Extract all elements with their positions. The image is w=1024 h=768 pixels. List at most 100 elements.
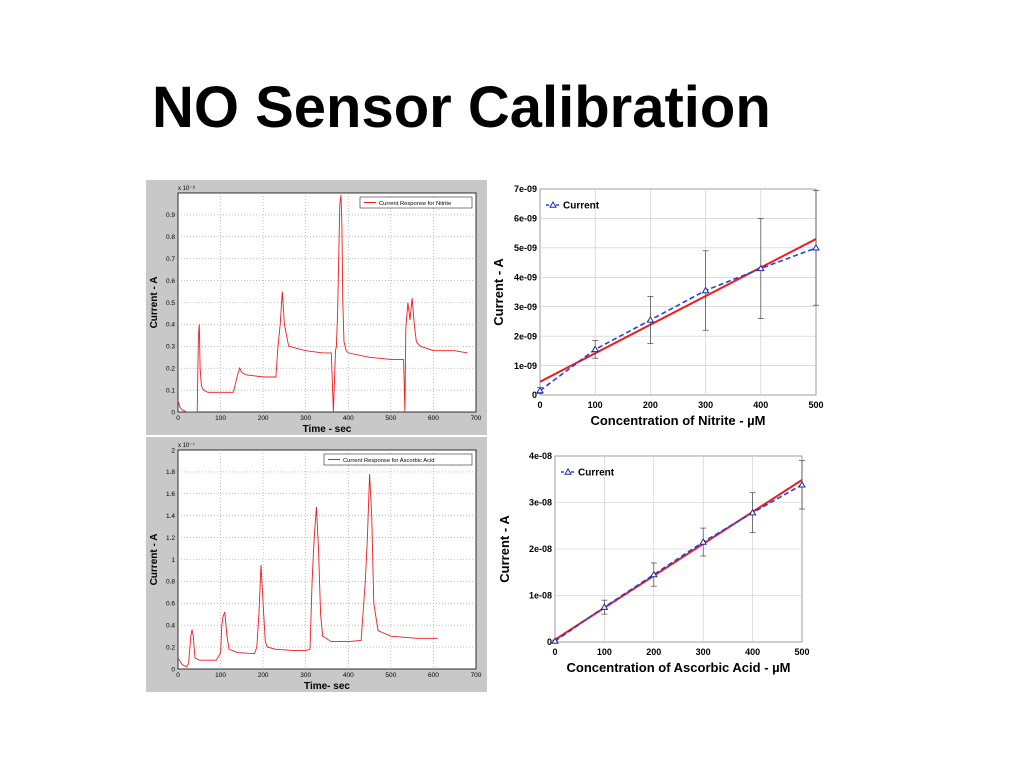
y-tick-label: 3e-08 — [529, 498, 552, 508]
legend-label: Current Response for Nitrite — [379, 201, 451, 207]
plot-area — [539, 188, 817, 396]
chart-svg: 0 100 200 300 400 500 0 1e-08 2e-08 3e-08 4e-08 Con… — [497, 451, 810, 675]
data-point-marker — [699, 538, 708, 545]
x-tick-label: 200 — [258, 415, 269, 422]
chart-svg: 0 100 200 300 400 500 0 1e-09 2e-09 3e-09 4e-09 5e-… — [491, 184, 824, 428]
x-tick-label: 500 — [794, 647, 809, 657]
y-tick-label: 1.4 — [166, 513, 175, 520]
series-line — [178, 195, 468, 412]
x-tick-label: 0 — [537, 400, 542, 410]
x-tick-label: 600 — [428, 672, 439, 679]
legend: Current — [546, 201, 600, 212]
y-tick-label: 2 — [171, 447, 175, 454]
x-axis-label: Time- sec — [304, 681, 350, 692]
exponent-label: x 10⁻⁷ — [178, 442, 195, 449]
y-tick-label: 2e-08 — [529, 544, 552, 554]
plot-area — [177, 192, 477, 413]
legend: Current Response for Nitrite — [359, 196, 473, 209]
legend-label: Current — [578, 468, 615, 479]
y-tick-label: 6e-09 — [514, 214, 537, 224]
y-tick-label: 0.9 — [166, 212, 175, 219]
data-point-marker — [798, 480, 806, 488]
chart-svg: 0 100 200 300 400 500 600 700 0 0.2 0.4 0.6 0.8 1 1.2 1… — [149, 442, 482, 692]
data-point-marker — [591, 345, 600, 353]
y-axis-label: Current - A — [497, 515, 512, 583]
y-tick-label: 1.6 — [166, 491, 175, 498]
y-tick-label: 0 — [532, 390, 537, 400]
y-tick-label: 1e-09 — [514, 361, 537, 371]
x-tick-label: 400 — [343, 672, 354, 679]
x-tick-label: 600 — [428, 415, 439, 422]
y-tick-label: 0.8 — [166, 234, 175, 241]
x-tick-label: 100 — [597, 647, 612, 657]
y-tick-label: 0 — [171, 666, 175, 673]
trend-line — [539, 247, 817, 392]
y-tick-label: 1.8 — [166, 469, 175, 476]
y-tick-label: 3e-09 — [514, 302, 537, 312]
legend-marker — [549, 200, 557, 208]
y-tick-label: 0.6 — [166, 278, 175, 285]
series-line — [178, 474, 438, 668]
y-tick-label: 2e-09 — [514, 331, 537, 341]
x-tick-label: 500 — [808, 400, 823, 410]
y-tick-label: 0.2 — [166, 644, 175, 651]
y-tick-label: 0.2 — [166, 366, 175, 373]
y-tick-label: 0.1 — [166, 387, 175, 394]
x-tick-label: 400 — [745, 647, 760, 657]
data-point-marker — [536, 386, 544, 394]
y-tick-label: 4e-08 — [529, 451, 552, 461]
x-tick-label: 0 — [552, 647, 557, 657]
data-point-marker — [600, 603, 609, 610]
y-tick-label: 4e-09 — [514, 272, 537, 282]
x-tick-label: 200 — [258, 672, 269, 679]
y-tick-label: 0 — [171, 409, 175, 416]
y-tick-label: 7e-09 — [514, 184, 537, 194]
legend-box — [359, 196, 473, 209]
y-tick-label: 0.6 — [166, 601, 175, 608]
legend-label: Current Response for Ascorbic Acid — [343, 458, 435, 464]
y-tick-label: 0.4 — [166, 322, 175, 329]
x-tick-label: 0 — [176, 672, 180, 679]
y-tick-label: 1 — [171, 557, 175, 564]
x-tick-label: 300 — [698, 400, 713, 410]
legend-box — [323, 453, 473, 466]
x-tick-label: 700 — [471, 672, 482, 679]
trend-line — [554, 484, 803, 642]
legend-label: Current — [563, 201, 600, 212]
data-point-marker — [756, 264, 765, 272]
y-tick-label: 5e-09 — [514, 243, 537, 253]
legend: Current — [561, 468, 615, 479]
y-axis-label: Current - A — [149, 534, 160, 586]
x-tick-label: 100 — [215, 415, 226, 422]
y-tick-label: 0.5 — [166, 300, 175, 307]
x-tick-label: 200 — [643, 400, 658, 410]
y-tick-label: 0.8 — [166, 579, 175, 586]
fit-line — [540, 237, 816, 383]
data-point-marker — [646, 315, 655, 323]
y-tick-label: 0.7 — [166, 256, 175, 263]
x-tick-label: 300 — [300, 415, 311, 422]
x-tick-label: 700 — [471, 415, 482, 422]
plot-area — [177, 449, 477, 670]
y-tick-label: 1.2 — [166, 535, 175, 542]
x-axis-label: Concentration of Nitrite - µM — [590, 413, 765, 428]
ascorbic-time-chart: 0 100 200 300 400 500 600 700 0 0.2 0.4 0.6 0.8 1 1.2 1… — [146, 437, 487, 692]
y-tick-label: 0 — [547, 637, 552, 647]
y-tick-label: 1e-08 — [529, 591, 552, 601]
data-point-marker — [649, 570, 658, 578]
x-tick-label: 200 — [646, 647, 661, 657]
data-point-marker — [551, 637, 559, 644]
x-tick-label: 400 — [753, 400, 768, 410]
nitrite-time-chart: 0 100 200 300 400 500 600 700 0 0.1 0.2 0.3 0.4 0.5 0.… — [146, 180, 487, 435]
y-tick-label: 0.3 — [166, 344, 175, 351]
nitrite-calibration-chart: 0 100 200 300 400 500 0 1e-09 2e-09 3e-09 4e-09 5e-… — [487, 180, 824, 438]
ascorbic-calibration-chart: 0 100 200 300 400 500 0 1e-08 2e-08 3e-08 4e-08 Con… — [493, 447, 813, 687]
data-point-marker — [812, 243, 820, 251]
legend-marker — [564, 467, 572, 475]
exponent-label: x 10⁻⁸ — [178, 185, 196, 192]
x-tick-label: 100 — [215, 672, 226, 679]
x-axis-label: Concentration of Ascorbic Acid - µM — [567, 660, 791, 675]
x-tick-label: 500 — [385, 415, 396, 422]
data-point-marker — [701, 286, 710, 294]
x-tick-label: 300 — [300, 672, 311, 679]
